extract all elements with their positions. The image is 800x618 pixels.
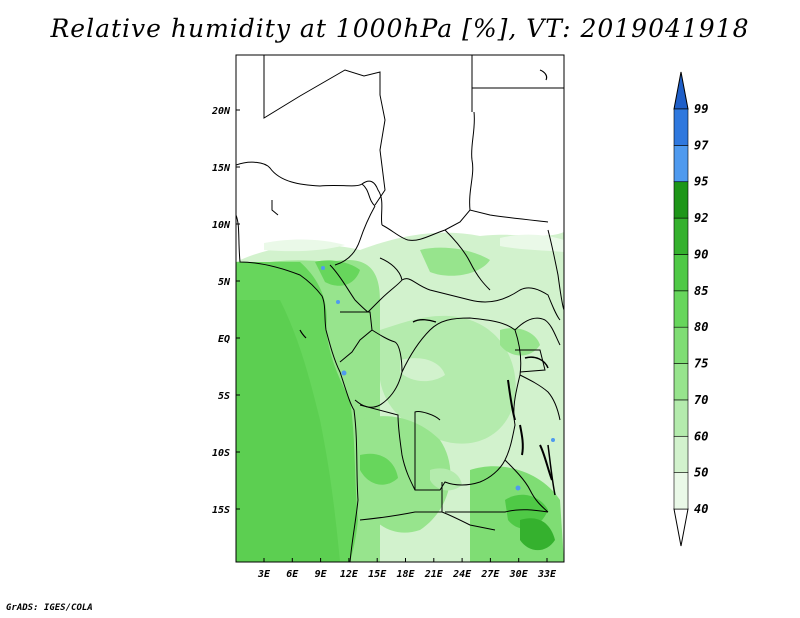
colorbar-segment <box>673 472 689 510</box>
lat-tick-label: 15S <box>212 505 230 516</box>
lon-tick-label: 15E <box>368 569 387 580</box>
colorbar-segment <box>673 254 689 292</box>
colorbar-max-arrow <box>673 71 689 110</box>
colorbar-segment <box>673 145 689 183</box>
colorbar-segment <box>673 399 689 437</box>
lat-tick-label: 5N <box>218 277 231 288</box>
colorbar-label: 95 <box>694 175 708 189</box>
lat-tick-label: 10N <box>212 220 231 231</box>
humidity-colorbar: 40 50 60 70 75 80 85 90 92 95 97 99 <box>673 71 709 547</box>
colorbar-segment <box>673 108 689 146</box>
colorbar-label: 75 <box>694 357 708 371</box>
colorbar-label: 90 <box>694 247 708 261</box>
colorbar-label: 97 <box>694 138 709 152</box>
lon-tick-label: 21E <box>424 569 444 580</box>
lon-tick-label: 33E <box>537 569 557 580</box>
humidity-field <box>236 55 564 562</box>
high-humidity-patches <box>321 266 555 491</box>
colorbar-segment <box>673 217 689 255</box>
lat-tick-label: 20N <box>211 106 231 117</box>
boundaries <box>236 55 564 562</box>
colorbar-label: 92 <box>694 211 708 225</box>
map-frame <box>235 54 565 563</box>
lat-tick-label: 10S <box>212 448 230 459</box>
longitude-axis: 3E 6E 9E 12E 15E 18E 21E 24E 27E 30E 33E <box>257 558 557 580</box>
lon-tick-label: 9E <box>315 569 328 580</box>
colorbar-label: 70 <box>694 393 708 407</box>
lon-tick-label: 24E <box>452 569 472 580</box>
colorbar-label: 99 <box>694 102 708 116</box>
colorbar-segment <box>673 290 689 328</box>
colorbar-segment <box>673 435 689 473</box>
grads-credit: GrADS: IGES/COLA <box>6 603 93 613</box>
colorbar-label: 80 <box>694 320 708 334</box>
lon-tick-label: 27E <box>480 569 500 580</box>
colorbar-label: 85 <box>694 284 708 298</box>
lon-tick-label: 18E <box>396 569 415 580</box>
lon-tick-label: 3E <box>257 569 271 580</box>
colorbar-min-arrow <box>673 508 689 547</box>
colorbar-segment <box>673 326 689 364</box>
latitude-axis: 20N 15N 10N 5N EQ 5S 10S 15S <box>211 106 240 516</box>
lat-tick-label: EQ <box>218 334 230 345</box>
lat-tick-label: 5S <box>218 391 230 402</box>
lon-tick-label: 12E <box>340 569 359 580</box>
lon-tick-label: 30E <box>509 569 529 580</box>
lat-tick-label: 15N <box>212 163 231 174</box>
lon-tick-label: 6E <box>286 569 299 580</box>
colorbar-label: 40 <box>694 502 708 516</box>
map-title: Relative humidity at 1000hPa [%], VT: 20… <box>50 14 750 43</box>
colorbar-label: 60 <box>694 429 708 443</box>
colorbar-segment <box>673 363 689 401</box>
colorbar-label: 50 <box>694 466 708 480</box>
colorbar-segment <box>673 181 689 219</box>
